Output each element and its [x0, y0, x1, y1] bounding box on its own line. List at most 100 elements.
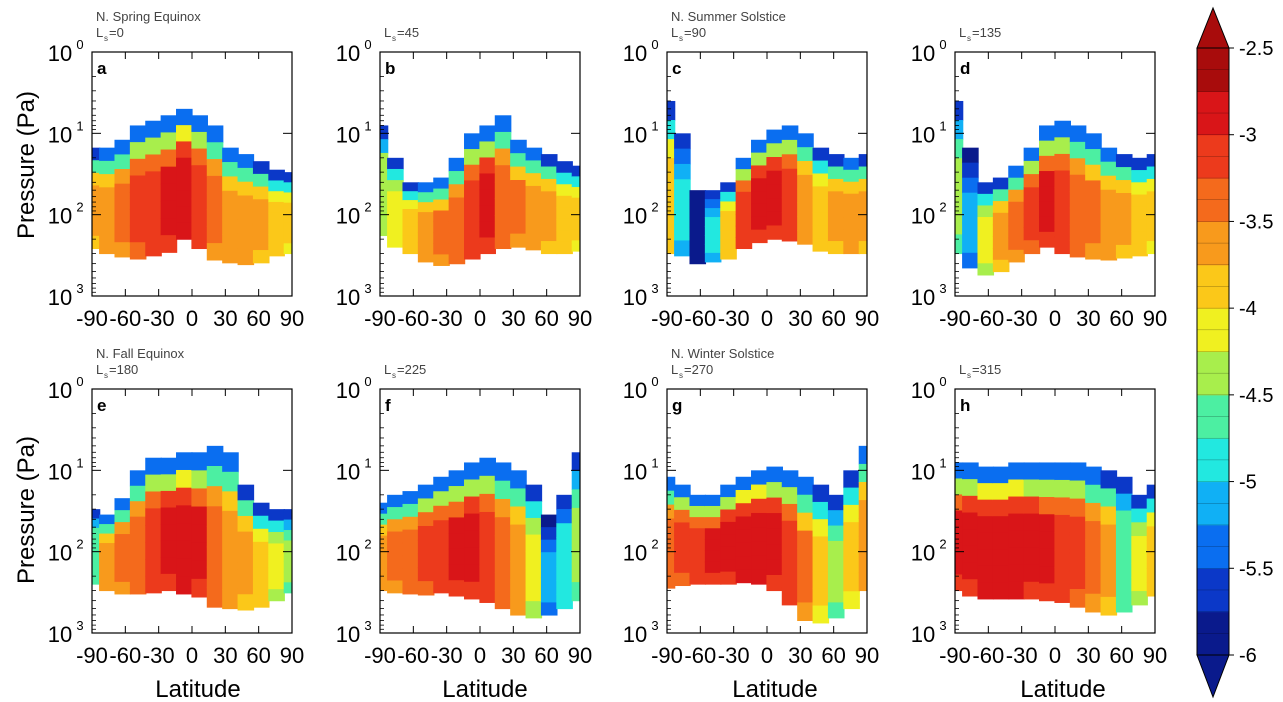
field-cell [751, 541, 768, 557]
field-cell [402, 581, 420, 595]
field-cell [380, 502, 389, 515]
field-cell [540, 577, 558, 591]
field-cell [955, 526, 964, 544]
field-cell [448, 250, 466, 265]
field-cell [114, 498, 132, 511]
field-cell [977, 483, 995, 501]
field-cell [720, 230, 737, 241]
field-cell [145, 222, 162, 240]
y-tick-label: 10 [623, 285, 647, 310]
field-cell [962, 562, 979, 580]
x-tick-label: 30 [1076, 306, 1100, 331]
field-cell [955, 196, 964, 216]
field-cell [1008, 581, 1025, 600]
field-cell [556, 509, 573, 524]
x-tick-label: -60 [397, 306, 429, 331]
field-cell [689, 190, 707, 200]
field-cell [1008, 237, 1025, 251]
colorbar-arrow-bottom [1196, 654, 1230, 699]
field-cell [689, 572, 707, 585]
ls-label: L [671, 25, 678, 40]
field-cell [1131, 182, 1148, 196]
field-cell [114, 569, 132, 583]
field-cell [1069, 158, 1087, 176]
field-cell [704, 208, 722, 218]
field-cell [510, 153, 527, 168]
field-cell [268, 223, 285, 235]
field-cell [417, 202, 435, 213]
field-cell [1115, 578, 1133, 596]
field-cell [858, 216, 867, 230]
field-cell [571, 219, 580, 231]
field-cell [674, 535, 691, 549]
field-cell [145, 154, 162, 172]
field-cell [1100, 560, 1118, 580]
field-cell [433, 177, 450, 190]
field-cell [843, 217, 860, 231]
field-cell [720, 509, 737, 523]
field-cell [510, 560, 527, 580]
field-cell [962, 162, 979, 179]
colorbar-segment [1197, 264, 1229, 309]
field-cell [464, 496, 481, 515]
field-cell [387, 180, 404, 192]
field-cell [827, 540, 845, 557]
field-cell [843, 241, 860, 255]
field-cell [1100, 578, 1118, 598]
field-cell [812, 605, 830, 624]
field-cell [1069, 462, 1087, 482]
field-cell [1085, 593, 1102, 613]
field-cell [510, 220, 527, 235]
field-cell [556, 551, 573, 567]
field-cell [402, 503, 420, 518]
field-cell [667, 518, 676, 534]
field-cell [812, 225, 830, 239]
field-cell [525, 236, 543, 251]
field-cell [1069, 191, 1087, 209]
field-cell [797, 566, 814, 586]
field-cell [222, 219, 239, 235]
y-tick-label: 10 [623, 541, 647, 566]
field-cell [206, 243, 224, 261]
field-cell [1115, 476, 1133, 495]
field-cell [129, 501, 147, 518]
field-cell [827, 241, 845, 255]
field-cell [494, 535, 512, 555]
field-cell [962, 545, 979, 564]
field-cell [735, 569, 753, 584]
field-cell [540, 154, 558, 168]
field-cell [1023, 200, 1041, 215]
y-tick-exponent: 3 [939, 618, 946, 633]
field-cell [1069, 516, 1087, 536]
field-cell [827, 216, 845, 230]
field-cell [222, 491, 239, 512]
field-cell [735, 542, 753, 557]
field-cell [735, 503, 753, 518]
field-cell [1146, 154, 1155, 168]
x-tick-label: 60 [246, 643, 270, 668]
field-cell [858, 536, 867, 555]
field-cell [858, 445, 867, 465]
field-cell [735, 157, 753, 170]
field-cell [448, 517, 466, 534]
field-cell [380, 579, 389, 592]
y-tick-exponent: 3 [364, 281, 371, 296]
field-cell [510, 206, 527, 221]
field-cell [667, 574, 676, 589]
x-tick-label: -30 [1006, 306, 1038, 331]
field-cell [571, 489, 580, 509]
field-cell [380, 546, 389, 559]
field-cell [191, 488, 208, 508]
field-cell [766, 574, 783, 592]
y-tick-label: 10 [911, 622, 935, 647]
ls-label: L [959, 362, 966, 377]
y-tick-exponent: 1 [651, 455, 658, 470]
field-cell [129, 485, 147, 502]
field-cell [160, 573, 178, 592]
field-cell [114, 557, 132, 571]
y-tick-exponent: 3 [651, 618, 658, 633]
field-cell [1069, 589, 1087, 608]
y-tick-label: 10 [48, 204, 72, 229]
field-cell [977, 182, 995, 195]
field-cell [387, 213, 404, 226]
